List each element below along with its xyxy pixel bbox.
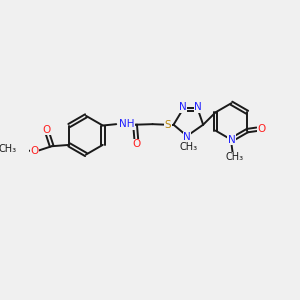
Text: N: N: [227, 135, 235, 145]
Text: N: N: [194, 103, 202, 112]
Text: O: O: [31, 146, 39, 156]
Text: S: S: [165, 120, 172, 130]
Text: O: O: [132, 139, 140, 149]
Text: O: O: [257, 124, 266, 134]
Text: N: N: [178, 103, 186, 112]
Text: NH: NH: [119, 119, 135, 129]
Text: N: N: [183, 132, 191, 142]
Text: CH₃: CH₃: [225, 152, 243, 162]
Text: CH₃: CH₃: [179, 142, 197, 152]
Text: CH₃: CH₃: [0, 144, 17, 154]
Text: O: O: [43, 124, 51, 134]
